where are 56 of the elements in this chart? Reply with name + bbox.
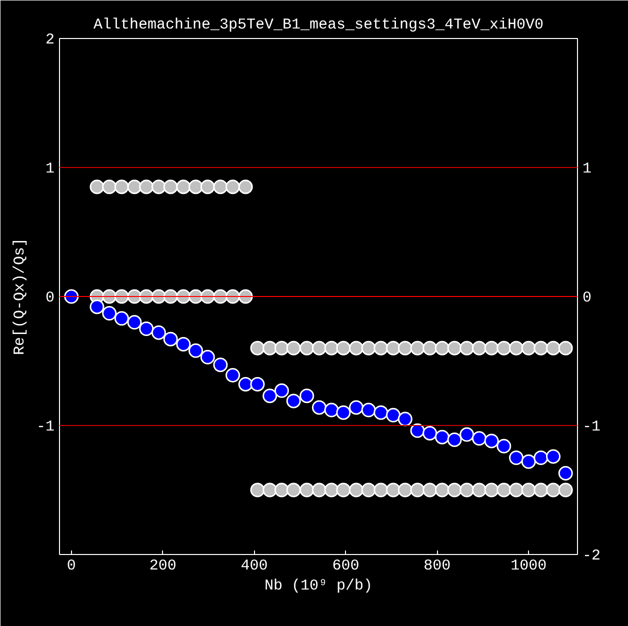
point	[139, 322, 154, 336]
point	[151, 325, 166, 340]
x-tick-label: 1000	[510, 558, 547, 574]
point	[521, 454, 536, 469]
point	[200, 350, 215, 364]
x-tick-label: 200	[149, 558, 176, 574]
chart-title: Allthemachine_3p5TeV_B1_meas_settings3_4TeV_xiH0V0	[93, 16, 544, 34]
x-tick-label: 800	[424, 558, 451, 574]
point	[324, 402, 339, 418]
point	[374, 405, 388, 420]
point	[250, 376, 265, 392]
point	[114, 311, 129, 326]
point	[348, 400, 364, 415]
point	[238, 376, 253, 392]
point	[460, 427, 474, 442]
point	[447, 432, 462, 447]
y-tick-label: -1	[36, 418, 55, 436]
y-tick-label: 1	[46, 160, 55, 178]
x-tick-label: 0	[66, 558, 76, 574]
y-tick-label: 0	[46, 290, 55, 306]
point	[102, 306, 117, 321]
point	[336, 405, 351, 420]
point	[64, 289, 79, 304]
point	[176, 336, 191, 352]
point	[300, 388, 314, 404]
point	[558, 466, 573, 480]
point	[534, 450, 548, 465]
point	[312, 400, 326, 415]
point	[386, 408, 400, 422]
point	[188, 343, 203, 358]
point	[496, 438, 512, 454]
point	[213, 358, 228, 372]
y2-tick-label: 1	[582, 160, 592, 178]
y-axis-title: Re[(Q-Qx)/Qs]	[11, 238, 28, 356]
point	[361, 402, 376, 418]
point	[163, 332, 178, 346]
y-tick-label: 2	[46, 32, 55, 48]
point	[90, 300, 104, 314]
point	[286, 394, 301, 408]
point	[398, 412, 412, 426]
x-tick-label: 400	[240, 558, 268, 574]
x-tick-label: 600	[332, 558, 360, 574]
point	[274, 383, 289, 398]
y2-tick-label: -1	[582, 418, 601, 436]
point	[472, 431, 486, 446]
point	[127, 315, 142, 330]
point	[508, 450, 524, 465]
x-axis-title: Nb (10⁹ p/b)	[264, 578, 373, 594]
point	[484, 434, 499, 448]
point	[434, 430, 450, 444]
point	[262, 388, 278, 404]
point	[226, 368, 240, 382]
point	[422, 426, 438, 440]
y2-tick-label: 0	[582, 290, 592, 306]
y2-tick-label: -2	[582, 548, 601, 564]
point	[546, 449, 561, 464]
